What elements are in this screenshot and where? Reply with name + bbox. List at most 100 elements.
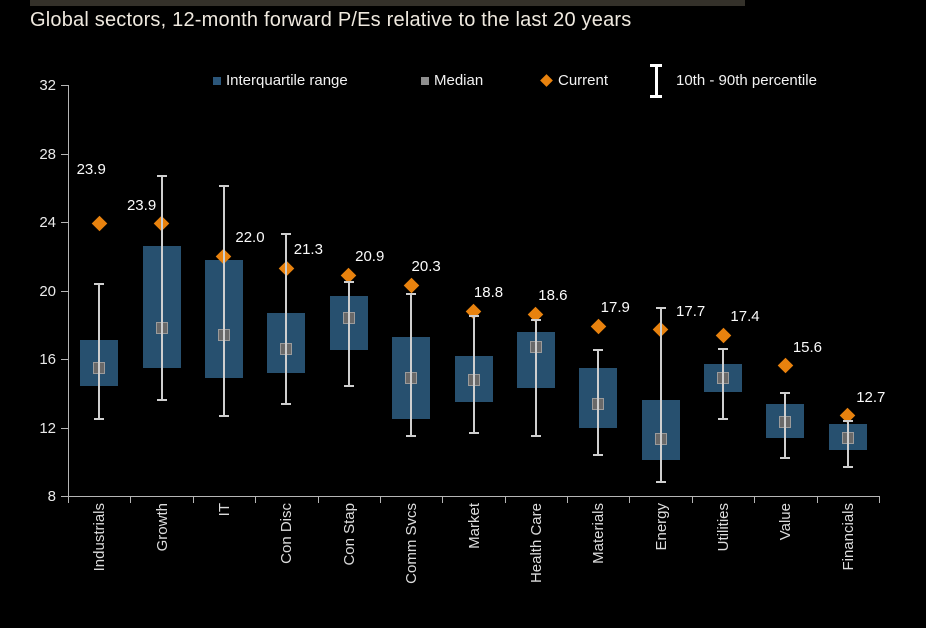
whisker-top-cap — [593, 349, 604, 352]
current-value-label: 18.6 — [538, 287, 568, 305]
current-value-label: 17.9 — [600, 299, 630, 317]
whisker-bottom-cap — [718, 417, 729, 420]
current-value-label: 20.3 — [411, 258, 441, 276]
current-value-label: 17.4 — [730, 308, 760, 326]
y-tick-label: 20 — [39, 282, 56, 300]
whisker-top-cap — [718, 347, 729, 350]
x-tick — [816, 496, 818, 503]
current-marker — [403, 277, 419, 294]
whisker-top-cap — [218, 185, 229, 188]
median-swatch-icon — [421, 77, 429, 85]
percentile-whisker — [347, 281, 350, 387]
current-value-label: 23.9 — [76, 160, 106, 178]
whisker-top-cap — [281, 232, 292, 235]
x-tick — [504, 496, 506, 503]
whisker-top-cap — [530, 318, 541, 321]
whisker-bottom-cap — [593, 453, 604, 456]
current-diamond-icon — [540, 74, 553, 87]
legend-iqr-label: Interquartile range — [226, 72, 348, 89]
percentile-whisker — [222, 186, 225, 416]
legend-current-label: Current — [558, 72, 609, 89]
y-tick — [61, 290, 68, 292]
iqr-swatch-icon — [213, 77, 221, 85]
current-value-label: 23.9 — [126, 196, 157, 214]
whisker-bottom-cap — [343, 385, 354, 388]
percentile-whisker — [784, 393, 787, 459]
x-category-label: Comm Svcs — [403, 503, 421, 584]
whisker-bottom-cap — [468, 431, 479, 434]
y-tick — [61, 85, 68, 86]
whisker-bottom-cap — [655, 481, 666, 484]
current-marker — [715, 327, 731, 343]
percentile-whisker — [160, 175, 163, 401]
whisker-top-cap — [94, 282, 105, 285]
x-tick — [691, 496, 693, 503]
current-value-label: 20.9 — [355, 248, 385, 266]
x-tick — [130, 496, 132, 503]
percentile-whisker — [410, 293, 413, 437]
top-accent-bar — [30, 0, 745, 6]
current-value-label: 17.7 — [676, 302, 706, 320]
y-tick-label: 12 — [39, 419, 56, 437]
whisker-bottom-cap — [94, 417, 105, 420]
whisker-bottom-cap — [530, 435, 541, 438]
x-category-label: Financials — [839, 503, 857, 571]
percentile-whisker — [597, 350, 600, 455]
whisker-top-cap — [406, 292, 417, 295]
percentile-whisker — [534, 319, 537, 437]
errorbar-icon-bottom-cap — [650, 95, 662, 98]
percentile-whisker — [846, 420, 849, 467]
whisker-bottom-cap — [156, 399, 167, 402]
current-marker — [91, 215, 107, 232]
x-category-label: Con Stap — [340, 503, 358, 566]
whisker-bottom-cap — [842, 465, 853, 468]
x-tick — [255, 496, 257, 503]
whisker-top-cap — [842, 419, 853, 422]
whisker-top-cap — [156, 174, 167, 177]
x-category-label: Energy — [652, 503, 670, 551]
whisker-bottom-cap — [281, 402, 292, 405]
y-axis-line — [68, 85, 69, 496]
whisker-top-cap — [343, 280, 354, 283]
whisker-top-cap — [468, 315, 479, 318]
x-tick — [567, 496, 569, 503]
x-tick — [879, 496, 880, 503]
y-tick-label: 24 — [39, 214, 56, 231]
current-value-label: 22.0 — [235, 229, 265, 247]
percentile-whisker — [285, 233, 288, 404]
current-marker — [777, 358, 794, 374]
y-tick-label: 32 — [39, 77, 56, 94]
legend-median-label: Median — [434, 72, 484, 89]
x-category-label: Growth — [153, 503, 171, 552]
whisker-bottom-cap — [218, 414, 229, 417]
errorbar-icon-top-cap — [650, 64, 662, 67]
current-marker — [590, 318, 607, 335]
x-tick — [68, 496, 69, 503]
x-axis-line — [68, 496, 879, 497]
x-category-label: IT — [215, 503, 233, 517]
y-tick — [61, 496, 68, 497]
x-tick — [317, 496, 319, 503]
x-category-label: Industrials — [91, 503, 109, 572]
whisker-bottom-cap — [406, 435, 417, 438]
x-tick — [754, 496, 756, 503]
x-tick — [379, 496, 381, 503]
current-value-label: 15.6 — [792, 338, 823, 356]
y-tick-label: 16 — [39, 351, 56, 368]
current-value-label: 21.3 — [293, 241, 323, 259]
x-tick — [629, 496, 631, 503]
legend-percentile-label: 10th - 90th percentile — [676, 72, 817, 89]
y-tick — [61, 427, 68, 429]
y-tick-label: 8 — [47, 488, 56, 505]
whisker-top-cap — [780, 392, 791, 395]
x-tick — [442, 496, 444, 503]
whisker-bottom-cap — [780, 457, 791, 460]
whisker-top-cap — [655, 306, 666, 309]
y-tick-label: 28 — [39, 145, 56, 163]
current-value-label: 18.8 — [473, 284, 504, 302]
x-category-label: Con Disc — [278, 503, 296, 564]
x-category-label: Health Care — [527, 503, 545, 584]
current-value-label: 12.7 — [856, 388, 886, 406]
y-tick — [61, 153, 68, 155]
